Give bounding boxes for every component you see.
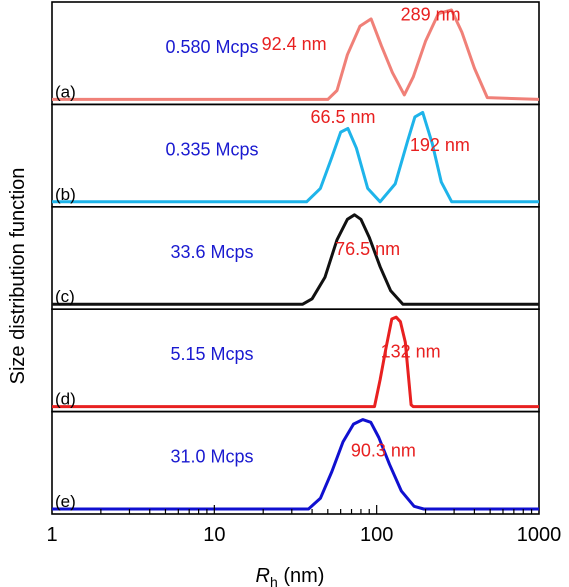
- series-line: [52, 110, 539, 204]
- panel-c: (c) 33.6 Mcps 76.5 nm: [51, 206, 540, 311]
- panel-frame: [51, 410, 540, 515]
- peak-annotation: 76.5 nm: [335, 239, 400, 259]
- panel-label: (b): [55, 185, 76, 204]
- panel-a: (a) 0.580 Mcps 92.4 nm 289 nm: [51, 1, 540, 106]
- panel-frame: [51, 308, 540, 413]
- intensity-label: 0.580 Mcps: [165, 37, 258, 57]
- peak-annotation: 90.3 nm: [351, 440, 416, 460]
- intensity-label: 0.335 Mcps: [165, 139, 258, 159]
- y-axis-label: Size distribution function: [7, 168, 29, 385]
- series-line: [52, 213, 539, 306]
- x-tick-label: 10: [203, 524, 225, 546]
- x-axis-label-main: R: [256, 565, 270, 587]
- panels-group: (a) 0.580 Mcps 92.4 nm 289 nm (b) 0.335 Mcps 6…: [51, 1, 540, 515]
- x-axis-label-subscript: h: [270, 574, 278, 587]
- x-tick-label: 1000: [517, 524, 562, 546]
- x-axis: 1 10 100 1000: [46, 505, 561, 546]
- series-line: [52, 315, 539, 409]
- intensity-label: 33.6 Mcps: [170, 242, 253, 262]
- x-tick-label: 1: [46, 524, 57, 546]
- panel-frame: [51, 206, 540, 311]
- panel-frame: [51, 103, 540, 208]
- panel-d: (d) 5.15 Mcps 132 nm: [51, 308, 540, 413]
- peak-annotation: 289 nm: [401, 5, 461, 25]
- panel-label: (e): [55, 492, 76, 511]
- intensity-label: 5.15 Mcps: [170, 344, 253, 364]
- x-axis-label: Rh (nm): [256, 565, 325, 587]
- x-tick-label: 100: [360, 524, 393, 546]
- panel-label: (a): [55, 82, 76, 101]
- peak-annotation: 192 nm: [410, 135, 470, 155]
- panel-label: (c): [55, 287, 75, 306]
- series-line: [52, 8, 540, 101]
- peak-annotation: 92.4 nm: [262, 34, 327, 54]
- peak-annotation: 132 nm: [381, 341, 441, 361]
- peak-annotation: 66.5 nm: [310, 107, 375, 127]
- panel-b: (b) 0.335 Mcps 66.5 nm 192 nm: [51, 103, 540, 208]
- panel-label: (d): [55, 390, 76, 409]
- x-axis-label-unit: (nm): [278, 565, 325, 587]
- series-line: [52, 418, 539, 511]
- intensity-label: 31.0 Mcps: [170, 447, 253, 467]
- panel-e: (e) 31.0 Mcps 90.3 nm: [51, 410, 540, 515]
